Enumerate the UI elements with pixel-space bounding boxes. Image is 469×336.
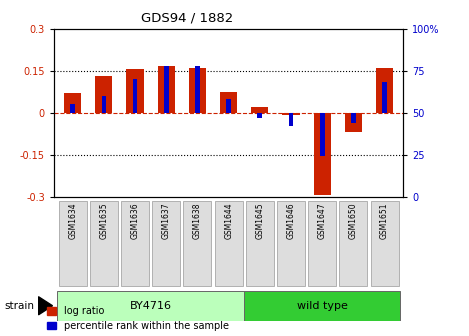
Text: GSM1636: GSM1636: [130, 202, 140, 239]
Bar: [164, 66, 168, 113]
Bar: [314, 113, 331, 195]
Bar: [244, 291, 400, 321]
Bar: [282, 113, 300, 115]
Bar: [308, 201, 336, 286]
Text: GSM1651: GSM1651: [380, 202, 389, 239]
Bar: [220, 92, 237, 113]
Bar: [376, 68, 393, 113]
Text: GSM1635: GSM1635: [99, 202, 108, 239]
Bar: [246, 201, 274, 286]
Bar: [127, 69, 144, 113]
Bar: [183, 201, 212, 286]
Bar: [215, 201, 242, 286]
Bar: [227, 99, 231, 113]
Bar: [70, 104, 75, 113]
Text: GSM1644: GSM1644: [224, 202, 233, 239]
Bar: [277, 201, 305, 286]
Text: GSM1647: GSM1647: [318, 202, 327, 239]
Bar: [351, 113, 356, 123]
Bar: [101, 96, 106, 113]
Legend: log ratio, percentile rank within the sample: log ratio, percentile rank within the sa…: [47, 306, 228, 331]
Bar: [195, 66, 200, 113]
Bar: [121, 201, 149, 286]
Polygon shape: [38, 297, 53, 315]
Bar: [90, 201, 118, 286]
Bar: [133, 79, 137, 113]
Text: GSM1637: GSM1637: [162, 202, 171, 239]
Bar: [189, 68, 206, 113]
Text: BY4716: BY4716: [129, 301, 172, 311]
Text: GSM1634: GSM1634: [68, 202, 77, 239]
Bar: [340, 201, 368, 286]
Bar: [345, 113, 362, 132]
Text: strain: strain: [5, 301, 35, 311]
Bar: [320, 113, 325, 156]
Text: GSM1646: GSM1646: [287, 202, 295, 239]
Text: GSM1645: GSM1645: [255, 202, 265, 239]
Bar: [382, 82, 387, 113]
Text: GSM1638: GSM1638: [193, 202, 202, 239]
Text: wild type: wild type: [297, 301, 348, 311]
Bar: [57, 291, 244, 321]
Bar: [251, 107, 268, 113]
Bar: [152, 201, 180, 286]
Bar: [371, 201, 399, 286]
Bar: [158, 67, 175, 113]
Text: GSM1650: GSM1650: [349, 202, 358, 239]
Bar: [64, 93, 81, 113]
Text: GDS94 / 1882: GDS94 / 1882: [142, 12, 234, 25]
Bar: [257, 113, 262, 118]
Bar: [59, 201, 87, 286]
Bar: [95, 76, 113, 113]
Bar: [289, 113, 294, 126]
